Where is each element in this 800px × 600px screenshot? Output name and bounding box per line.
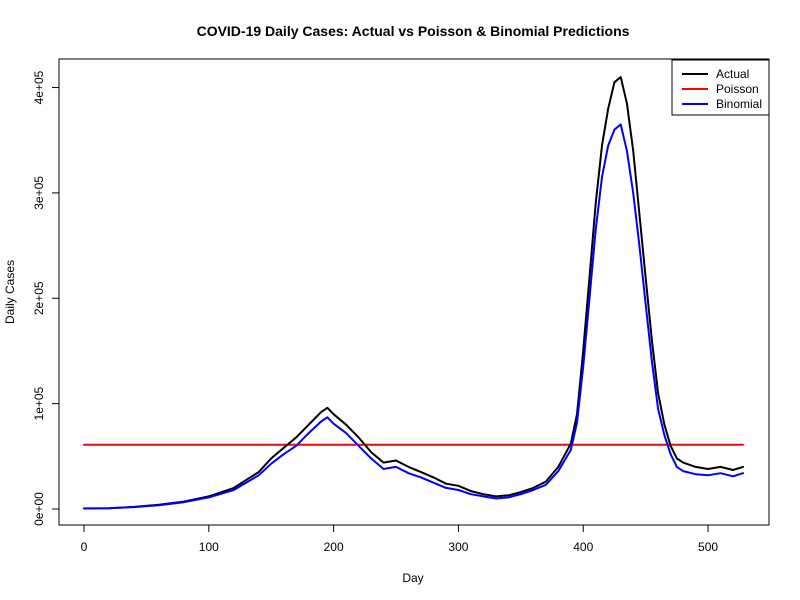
x-tick-label: 400 <box>573 540 593 554</box>
legend-box <box>671 59 770 116</box>
y-tick-label: 3e+05 <box>32 176 46 210</box>
series-layer <box>83 76 744 510</box>
series-line-binomial <box>83 123 744 510</box>
y-tick-label: 4e+05 <box>32 70 46 104</box>
x-axis-label: Day <box>402 571 423 585</box>
x-tick-label: 500 <box>698 540 718 554</box>
legend-label-poisson: Poisson <box>716 82 759 96</box>
y-axis-label: Daily Cases <box>3 260 17 324</box>
legend-label-actual: Actual <box>716 67 749 81</box>
y-tick-label: 0e+00 <box>32 492 46 526</box>
plot-box <box>58 58 770 526</box>
x-tick-label: 0 <box>81 540 88 554</box>
y-tick-label: 1e+05 <box>32 386 46 420</box>
legend-label-binomial: Binomial <box>716 97 762 111</box>
x-tick-label: 100 <box>199 540 219 554</box>
series-line-actual <box>83 76 744 510</box>
y-axis: 0e+00 1e+05 2e+05 3e+05 4e+05 <box>32 70 60 526</box>
x-tick-label: 300 <box>448 540 468 554</box>
x-axis: 0 100 200 300 400 500 <box>81 524 718 554</box>
x-tick-label: 200 <box>324 540 344 554</box>
y-tick-label: 2e+05 <box>32 281 46 315</box>
chart-title: COVID-19 Daily Cases: Actual vs Poisson … <box>197 23 630 39</box>
